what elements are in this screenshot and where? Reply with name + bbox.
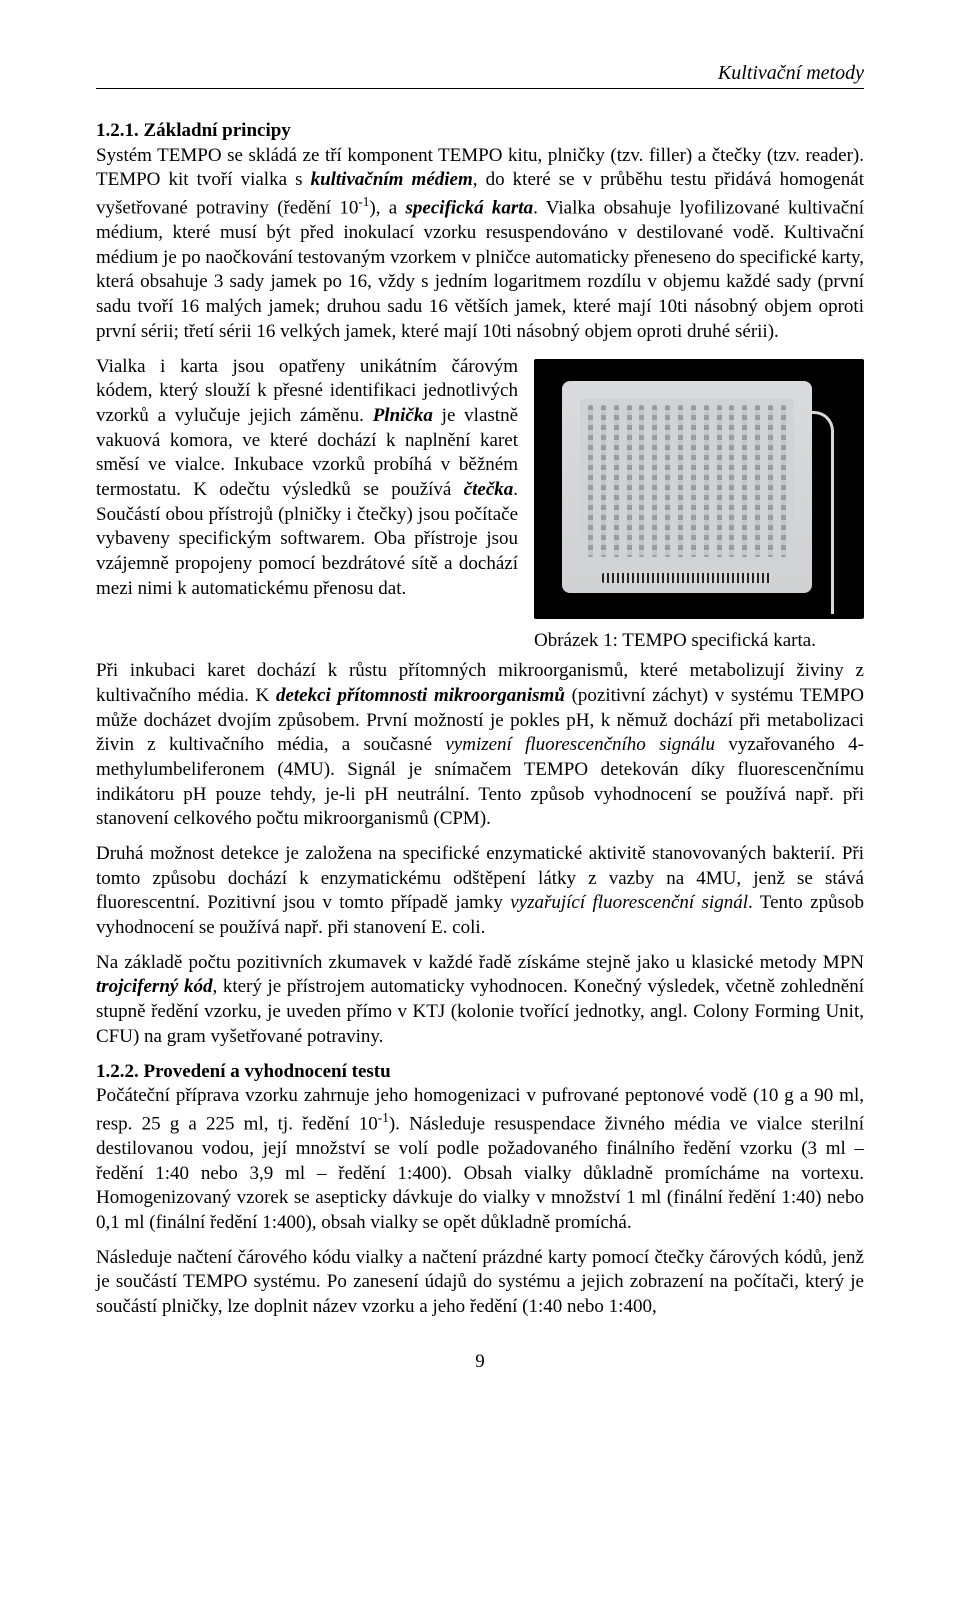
- heading-1-2-2: 1.2.2. Provedení a vyhodnocení testu: [96, 1060, 864, 1085]
- paragraph-7: Následuje načtení čárového kódu vialky a…: [96, 1246, 864, 1320]
- figure-1-caption: Obrázek 1: TEMPO specifická karta.: [534, 629, 864, 654]
- paragraph-3: Při inkubaci karet dochází k růstu příto…: [96, 659, 864, 832]
- page-number: 9: [96, 1350, 864, 1375]
- figure-1: Obrázek 1: TEMPO specifická karta.: [534, 359, 864, 654]
- paragraph-4: Druhá možnost detekce je založena na spe…: [96, 842, 864, 941]
- paragraph-1: Systém TEMPO se skládá ze tří komponent …: [96, 144, 864, 345]
- running-head: Kultivační metody: [96, 60, 864, 89]
- tempo-card-photo: [534, 359, 864, 619]
- paragraph-6: Počáteční příprava vzorku zahrnuje jeho …: [96, 1084, 864, 1235]
- heading-1-2-1: 1.2.1. Základní principy: [96, 119, 864, 144]
- paragraph-5: Na základě počtu pozitivních zkumavek v …: [96, 951, 864, 1050]
